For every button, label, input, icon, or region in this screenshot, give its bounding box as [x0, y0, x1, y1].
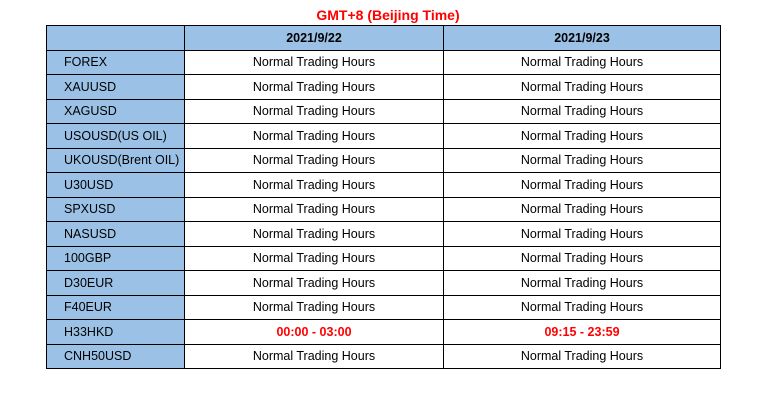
symbol-cell: D30EUR [46, 270, 185, 296]
hours-cell-date-1: Normal Trading Hours [184, 245, 444, 271]
symbol-cell: XAGUSD [46, 98, 185, 124]
table-row: H33HKD 00:00 - 03:00 09:15 - 23:59 [46, 319, 721, 345]
hours-cell-date-1: Normal Trading Hours [184, 74, 444, 100]
hours-cell-date-1: Normal Trading Hours [184, 172, 444, 198]
symbol-cell: XAUUSD [46, 74, 185, 100]
symbol-cell: CNH50USD [46, 343, 185, 369]
hours-cell-date-2: Normal Trading Hours [443, 294, 721, 320]
trading-hours-table: 2021/9/22 2021/9/23 FOREX Normal Trading … [46, 25, 721, 369]
header-cell-date-1: 2021/9/22 [184, 25, 444, 51]
hours-cell-date-1: Normal Trading Hours [184, 221, 444, 247]
header-cell-symbol [46, 25, 185, 51]
hours-cell-date-2: Normal Trading Hours [443, 123, 721, 149]
table-header-row: 2021/9/22 2021/9/23 [46, 25, 721, 51]
table-row: UKOUSD(Brent OIL) Normal Trading Hours Nor… [46, 147, 721, 173]
table-row: USOUSD(US OIL) Normal Trading Hours Normal… [46, 123, 721, 149]
table-row: F40EUR Normal Trading Hours Normal Trading… [46, 294, 721, 320]
symbol-cell: SPXUSD [46, 196, 185, 222]
hours-cell-date-1: Normal Trading Hours [184, 98, 444, 124]
hours-cell-date-1: Normal Trading Hours [184, 196, 444, 222]
table-row: U30USD Normal Trading Hours Normal Trading… [46, 172, 721, 198]
hours-cell-date-2: Normal Trading Hours [443, 98, 721, 124]
hours-cell-date-2: 09:15 - 23:59 [443, 319, 721, 345]
table-row: XAUUSD Normal Trading Hours Normal Trading… [46, 74, 721, 100]
hours-cell-date-1: Normal Trading Hours [184, 49, 444, 75]
table-row: CNH50USD Normal Trading Hours Normal Tradi… [46, 343, 721, 369]
hours-cell-date-2: Normal Trading Hours [443, 74, 721, 100]
hours-cell-date-2: Normal Trading Hours [443, 221, 721, 247]
hours-cell-date-2: Normal Trading Hours [443, 172, 721, 198]
hours-cell-date-1: Normal Trading Hours [184, 294, 444, 320]
table-row: XAGUSD Normal Trading Hours Normal Trading… [46, 98, 721, 124]
hours-cell-date-1: Normal Trading Hours [184, 147, 444, 173]
symbol-cell: USOUSD(US OIL) [46, 123, 185, 149]
symbol-cell: H33HKD [46, 319, 185, 345]
table-row: SPXUSD Normal Trading Hours Normal Trading… [46, 196, 721, 222]
table-row: 100GBP Normal Trading Hours Normal Trading… [46, 245, 721, 271]
symbol-cell: UKOUSD(Brent OIL) [46, 147, 185, 173]
hours-cell-date-2: Normal Trading Hours [443, 270, 721, 296]
table-body: FOREX Normal Trading Hours Normal Trading … [46, 49, 721, 369]
symbol-cell: NASUSD [46, 221, 185, 247]
hours-cell-date-2: Normal Trading Hours [443, 245, 721, 271]
table-row: FOREX Normal Trading Hours Normal Trading … [46, 49, 721, 75]
table-row: D30EUR Normal Trading Hours Normal Trading… [46, 270, 721, 296]
hours-cell-date-1: 00:00 - 03:00 [184, 319, 444, 345]
hours-cell-date-1: Normal Trading Hours [184, 270, 444, 296]
symbol-cell: F40EUR [46, 294, 185, 320]
symbol-cell: 100GBP [46, 245, 185, 271]
page-title: GMT+8 (Beijing Time) [316, 7, 460, 23]
table-row: NASUSD Normal Trading Hours Normal Trading… [46, 221, 721, 247]
symbol-cell: FOREX [46, 49, 185, 75]
symbol-cell: U30USD [46, 172, 185, 198]
hours-cell-date-2: Normal Trading Hours [443, 147, 721, 173]
hours-cell-date-2: Normal Trading Hours [443, 343, 721, 369]
hours-cell-date-1: Normal Trading Hours [184, 343, 444, 369]
hours-cell-date-2: Normal Trading Hours [443, 49, 721, 75]
header-cell-date-2: 2021/9/23 [443, 25, 721, 51]
hours-cell-date-1: Normal Trading Hours [184, 123, 444, 149]
hours-cell-date-2: Normal Trading Hours [443, 196, 721, 222]
